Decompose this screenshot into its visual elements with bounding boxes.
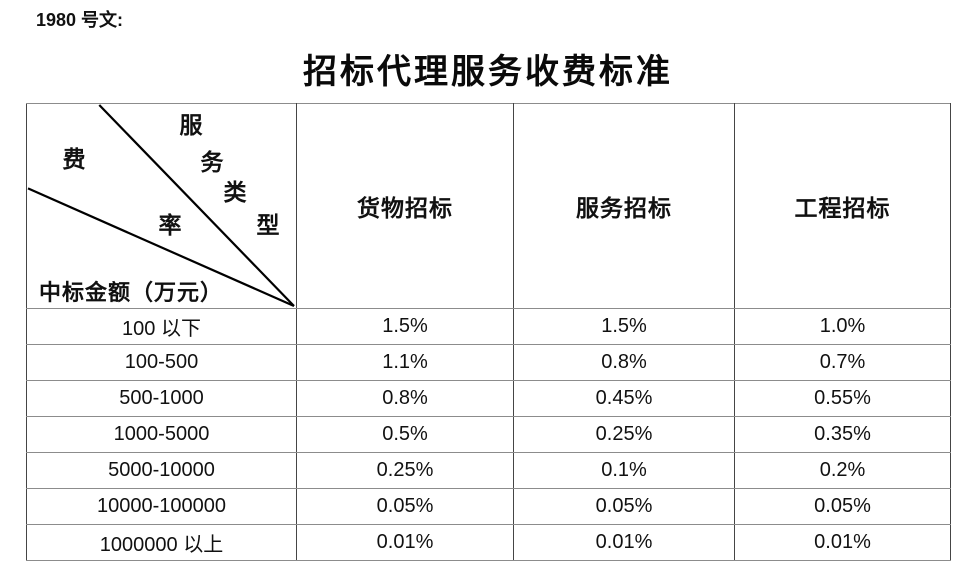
row-label: 500-1000 <box>26 380 297 417</box>
row-label: 1000-5000 <box>26 416 297 453</box>
rate-cell: 0.25% <box>513 416 735 453</box>
row-label: 100 以下 <box>26 308 297 345</box>
rate-cell: 0.2% <box>734 452 951 489</box>
rate-cell: 0.5% <box>296 416 514 453</box>
corner-header-content: 服 务 类 型 费 率 中标金额（万元） <box>27 104 296 308</box>
rate-cell: 0.8% <box>513 344 735 381</box>
table-row: 1000-5000 0.5% 0.25% 0.35% <box>26 416 951 453</box>
table-row: 100 以下 1.5% 1.5% 1.0% <box>26 308 951 345</box>
row-label: 1000000 以上 <box>26 524 297 561</box>
rate-cell: 0.25% <box>296 452 514 489</box>
corner-service-type-char-3: 类 <box>223 180 247 205</box>
table-row: 500-1000 0.8% 0.45% 0.55% <box>26 380 951 417</box>
column-header-services-bidding: 服务招标 <box>513 103 735 309</box>
rate-cell: 1.5% <box>296 308 514 345</box>
corner-fee-rate-char-1: 费 <box>62 147 86 172</box>
corner-amount-axis-label: 中标金额（万元） <box>39 280 224 305</box>
rate-cell: 0.55% <box>734 380 951 417</box>
corner-fee-rate-char-2: 率 <box>158 213 182 238</box>
page-title: 招标代理服务收费标准 <box>303 54 673 91</box>
row-label: 5000-10000 <box>26 452 297 489</box>
table-row: 5000-10000 0.25% 0.1% 0.2% <box>26 452 951 489</box>
corner-diagonal-lines-icon <box>27 104 295 308</box>
rate-cell: 0.05% <box>296 488 514 525</box>
row-label: 100-500 <box>26 344 297 381</box>
rate-cell: 0.01% <box>734 524 951 561</box>
rate-cell: 0.1% <box>513 452 735 489</box>
rate-cell: 0.01% <box>513 524 735 561</box>
rate-cell: 0.35% <box>734 416 951 453</box>
rate-cell: 1.5% <box>513 308 735 345</box>
table-header-row: 服 务 类 型 费 率 中标金额（万元） 货物招标 服务招标 工程招标 <box>26 103 951 309</box>
table-row: 100-500 1.1% 0.8% 0.7% <box>26 344 951 381</box>
corner-header-cell: 服 务 类 型 费 率 中标金额（万元） <box>26 103 297 309</box>
table-row: 10000-100000 0.05% 0.05% 0.05% <box>26 488 951 525</box>
rate-cell: 0.7% <box>734 344 951 381</box>
corner-service-type-char-4: 型 <box>256 213 280 238</box>
rate-cell: 0.8% <box>296 380 514 417</box>
rate-cell: 0.01% <box>296 524 514 561</box>
rate-cell: 1.1% <box>296 344 514 381</box>
rate-cell: 1.0% <box>734 308 951 345</box>
table-row: 1000000 以上 0.01% 0.01% 0.01% <box>26 524 951 561</box>
rate-cell: 0.45% <box>513 380 735 417</box>
corner-service-type-char-2: 务 <box>200 150 224 175</box>
fee-standard-table: 服 务 类 型 费 率 中标金额（万元） 货物招标 服务招标 工程招标 100 … <box>26 103 951 561</box>
column-header-works-bidding: 工程招标 <box>734 103 951 309</box>
corner-service-type-char-1: 服 <box>179 113 203 138</box>
doc-ref-label: 1980 号文: <box>36 10 124 30</box>
column-header-goods-bidding: 货物招标 <box>296 103 514 309</box>
rate-cell: 0.05% <box>513 488 735 525</box>
row-label: 10000-100000 <box>26 488 297 525</box>
rate-cell: 0.05% <box>734 488 951 525</box>
